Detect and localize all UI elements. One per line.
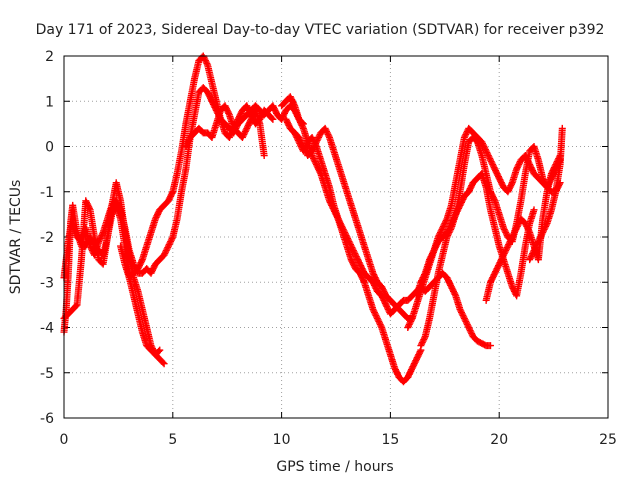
y-tick-label: -6 <box>40 411 54 427</box>
data-point <box>159 359 167 367</box>
data-point <box>325 132 333 140</box>
x-tick-label: 0 <box>60 432 69 448</box>
data-point <box>168 189 176 197</box>
data-point <box>168 235 176 243</box>
data-point <box>508 180 516 188</box>
plot-frame <box>63 55 609 419</box>
data-point <box>260 152 268 160</box>
data-point <box>420 334 428 342</box>
x-axis-label: GPS time / hours <box>276 459 393 475</box>
data-point <box>420 271 428 279</box>
series-13 <box>526 124 566 264</box>
series-4 <box>117 52 277 282</box>
data-point <box>225 109 233 117</box>
data-point <box>377 322 385 330</box>
data-point <box>407 316 415 324</box>
data-point <box>268 114 276 122</box>
data-point <box>138 257 146 265</box>
series-6 <box>278 93 494 350</box>
data-point <box>155 347 163 355</box>
series-8 <box>282 115 416 322</box>
data-point <box>98 230 106 238</box>
series-3 <box>60 179 164 359</box>
data-point <box>416 348 424 356</box>
data-point <box>156 346 164 354</box>
y-tick-label: -3 <box>40 275 54 291</box>
series-7 <box>291 129 425 386</box>
y-tick-label: 1 <box>45 94 54 110</box>
y-tick-label: -5 <box>40 366 54 382</box>
data-point <box>269 115 277 123</box>
y-tick-label: -4 <box>40 321 54 337</box>
data-point <box>290 100 298 108</box>
data-point <box>530 206 538 214</box>
data-point <box>360 277 368 285</box>
x-tick-label: 15 <box>381 432 399 448</box>
data-point <box>442 216 450 224</box>
data-point <box>85 204 93 212</box>
series-5 <box>182 102 268 160</box>
data-point <box>451 290 459 298</box>
axis-tick-labels: 0 5 10 15 20 25 -6 -5 -4 -3 -2 -1 0 1 2 <box>40 49 617 448</box>
data-point <box>525 227 533 235</box>
x-tick-label: 25 <box>599 432 617 448</box>
data-point <box>490 195 498 203</box>
series-11 <box>413 170 538 300</box>
data-point <box>160 360 168 368</box>
y-axis-label: SDTVAR / TECUs <box>8 180 24 295</box>
data-point <box>72 302 80 310</box>
y-tick-label: -2 <box>40 230 54 246</box>
x-tick-label: 10 <box>273 432 291 448</box>
x-tick-label: 5 <box>168 432 177 448</box>
data-point <box>299 123 307 131</box>
data-points <box>60 52 566 386</box>
data-point <box>558 124 566 132</box>
data-point <box>486 342 494 350</box>
chart-title: Day 171 of 2023, Sidereal Day-to-day VTE… <box>36 22 605 38</box>
x-tick-label: 20 <box>490 432 508 448</box>
y-tick-label: -1 <box>40 185 54 201</box>
y-tick-label: 0 <box>45 140 54 156</box>
data-point <box>542 221 550 229</box>
data-point <box>203 60 211 68</box>
y-tick-label: 2 <box>45 49 54 65</box>
